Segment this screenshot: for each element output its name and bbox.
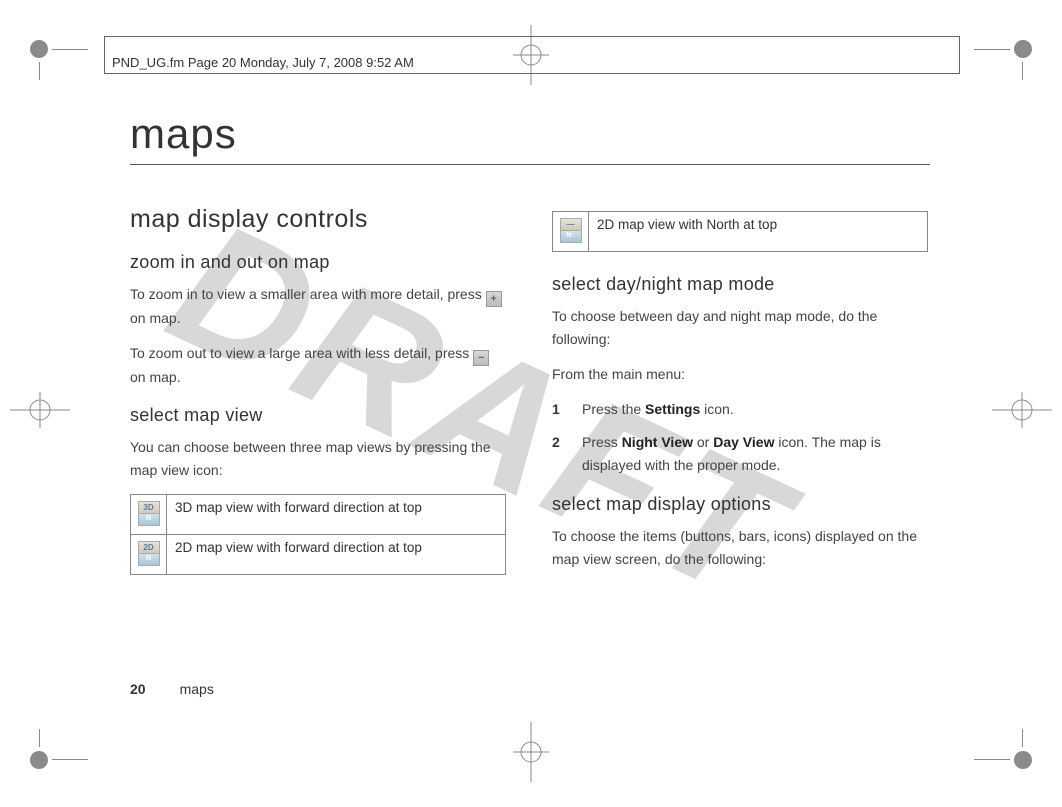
map-view-2d-north-icon: —N↑ <box>553 212 589 252</box>
map-view-2d-forward-icon: 2DN <box>131 535 167 575</box>
footer-section: maps <box>180 681 214 697</box>
text: Press <box>582 434 622 450</box>
select-map-view-paragraph: You can choose between three map views b… <box>130 436 506 482</box>
crop-mark-bottom-left <box>30 709 90 769</box>
columns: map display controls zoom in and out on … <box>130 205 930 583</box>
step-2: Press Night View or Day View icon. The m… <box>552 431 928 477</box>
zoom-in-icon: + <box>486 291 502 307</box>
zoom-in-paragraph: To zoom in to view a smaller area with m… <box>130 283 506 330</box>
text: To zoom in to view a smaller area with m… <box>130 286 486 302</box>
running-head: PND_UG.fm Page 20 Monday, July 7, 2008 9… <box>112 55 414 70</box>
crop-mark-mid-left <box>10 380 70 440</box>
day-night-steps: Press the Settings icon. Press Night Vie… <box>552 398 928 477</box>
text: on map. <box>130 369 181 385</box>
left-column: map display controls zoom in and out on … <box>130 205 506 583</box>
zoom-out-icon: − <box>473 350 489 366</box>
text: Press the <box>582 401 645 417</box>
table-row: —N↑ 2D map view with North at top <box>553 212 928 252</box>
map-view-3d-icon: 3DN <box>131 495 167 535</box>
crop-mark-top-right <box>972 40 1032 100</box>
page-footer: 20 maps <box>130 681 214 697</box>
map-view-table: 3DN 3D map view with forward direction a… <box>130 494 506 575</box>
crop-mark-bottom-right <box>972 709 1032 769</box>
zoom-heading: zoom in and out on map <box>130 252 506 273</box>
crop-mark-top-left <box>30 40 90 100</box>
page-content: maps map display controls zoom in and ou… <box>130 110 930 583</box>
map-view-3d-label: 3D map view with forward direction at to… <box>167 495 506 535</box>
day-night-intro: To choose between day and night map mode… <box>552 305 928 351</box>
text: or <box>693 434 713 450</box>
table-row: 3DN 3D map view with forward direction a… <box>131 495 506 535</box>
map-view-table-continued: —N↑ 2D map view with North at top <box>552 211 928 252</box>
text: on map. <box>130 310 181 326</box>
day-night-heading: select day/night map mode <box>552 274 928 295</box>
step-1: Press the Settings icon. <box>552 398 928 421</box>
table-row: 2DN 2D map view with forward direction a… <box>131 535 506 575</box>
text: icon. <box>700 401 733 417</box>
page-title: maps <box>130 110 930 158</box>
day-view-label: Day View <box>713 434 774 450</box>
map-view-2d-north-label: 2D map view with North at top <box>589 212 928 252</box>
page-number: 20 <box>130 681 146 697</box>
select-map-view-heading: select map view <box>130 405 506 426</box>
display-options-heading: select map display options <box>552 494 928 515</box>
crop-mark-mid-right <box>992 380 1052 440</box>
text: To zoom out to view a large area with le… <box>130 345 473 361</box>
crop-mark-bottom-center <box>501 722 561 782</box>
display-options-paragraph: To choose the items (buttons, bars, icon… <box>552 525 928 571</box>
map-display-controls-heading: map display controls <box>130 205 506 234</box>
zoom-out-paragraph: To zoom out to view a large area with le… <box>130 342 506 389</box>
from-main-menu: From the main menu: <box>552 363 928 386</box>
night-view-label: Night View <box>622 434 693 450</box>
right-column: —N↑ 2D map view with North at top select… <box>552 205 928 583</box>
map-view-2d-forward-label: 2D map view with forward direction at to… <box>167 535 506 575</box>
settings-label: Settings <box>645 401 700 417</box>
title-rule <box>130 164 930 165</box>
